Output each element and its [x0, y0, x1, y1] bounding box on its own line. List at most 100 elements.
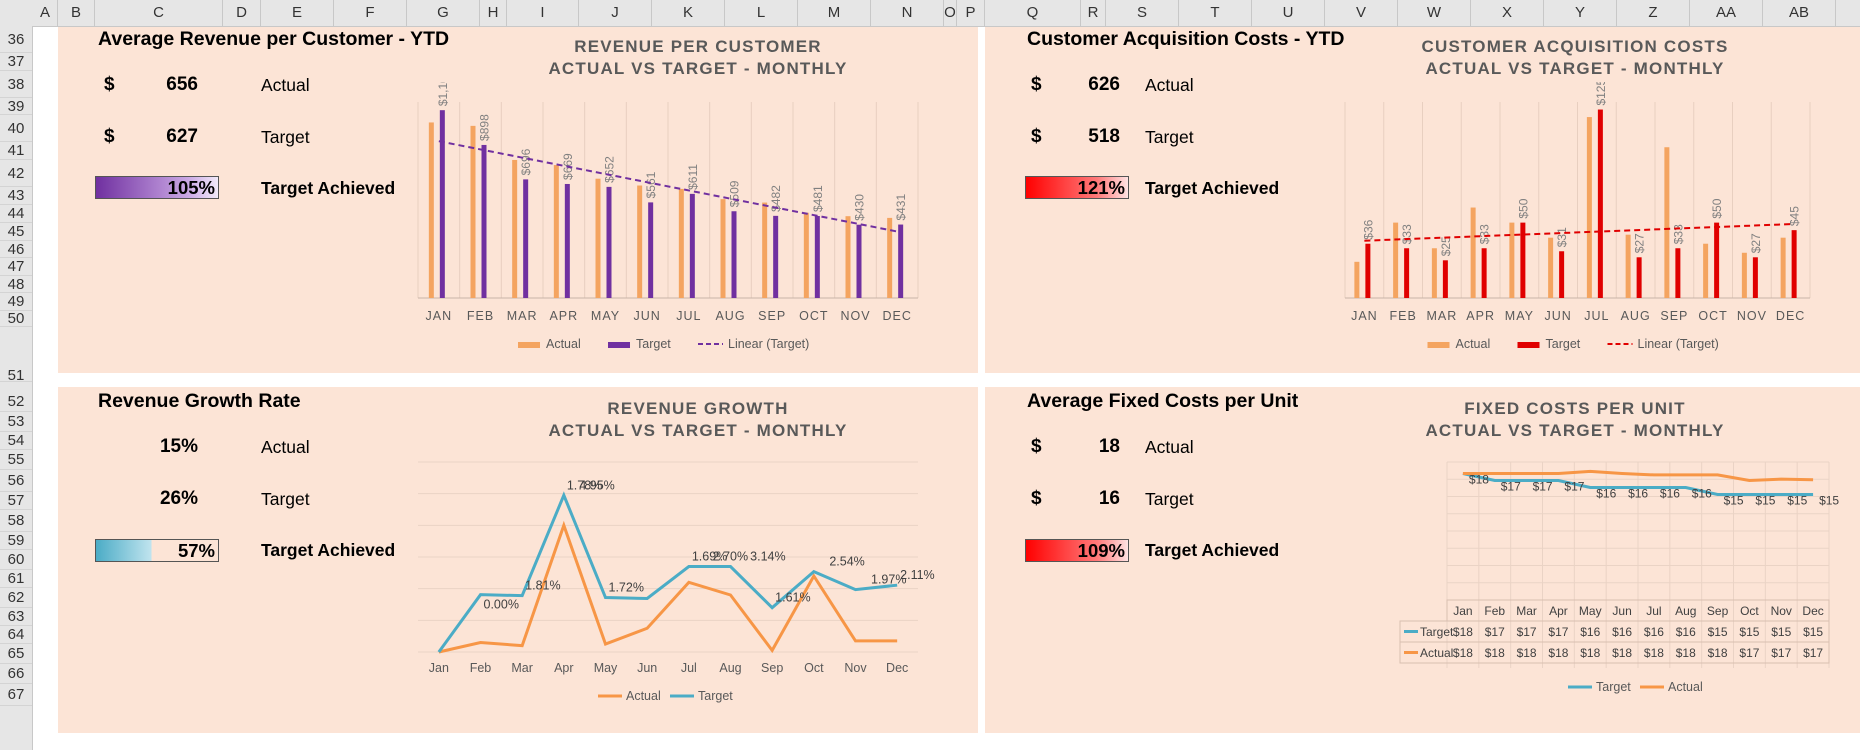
- row-header-53[interactable]: 53: [0, 412, 32, 432]
- row-header-60[interactable]: 60: [0, 550, 32, 570]
- row-header-62[interactable]: 62: [0, 588, 32, 608]
- column-header-k[interactable]: K: [652, 0, 725, 26]
- column-header-f[interactable]: F: [334, 0, 407, 26]
- bar-target[interactable]: [1520, 222, 1526, 298]
- series-line-actual[interactable]: [1462, 469, 1814, 483]
- row-header-46[interactable]: 46: [0, 241, 32, 258]
- bar-target[interactable]: [1481, 248, 1487, 298]
- bar-actual[interactable]: [595, 178, 601, 298]
- bar-target[interactable]: [648, 202, 654, 298]
- panel-fixed-costs[interactable]: Average Fixed Costs per Unit $ 18 Actual…: [985, 387, 1860, 733]
- column-header-a[interactable]: A: [33, 0, 58, 26]
- bar-target[interactable]: [1404, 248, 1410, 298]
- panel-customer-acquisition-costs[interactable]: Customer Acquisition Costs - YTD $ 626 A…: [985, 27, 1860, 373]
- bar-target[interactable]: [1442, 260, 1448, 298]
- column-header-i[interactable]: I: [507, 0, 579, 26]
- bar-target[interactable]: [1714, 222, 1720, 298]
- customer-acquisition-costs-chart[interactable]: $36 JAN $33 FEB $25 MAR $33 APR $50 MAY $31 JUN $125…: [1325, 82, 1845, 372]
- column-header-q[interactable]: Q: [985, 0, 1081, 26]
- bar-target[interactable]: [564, 183, 570, 298]
- bar-actual[interactable]: [512, 159, 518, 298]
- row-header-45[interactable]: 45: [0, 223, 32, 241]
- column-header-l[interactable]: L: [725, 0, 798, 26]
- bar-target[interactable]: [1559, 251, 1565, 298]
- row-header-52[interactable]: 52: [0, 392, 32, 412]
- bar-target[interactable]: [1597, 109, 1603, 299]
- column-header-r[interactable]: R: [1081, 0, 1106, 26]
- row-header-44[interactable]: 44: [0, 205, 32, 223]
- column-header-o[interactable]: O: [944, 0, 957, 26]
- fixed-costs-chart[interactable]: $18 $17 $17 $17 $16 $16 $16 $16 $15 $15 $15 $15 Jan F…: [1315, 442, 1855, 732]
- row-header-37[interactable]: 37: [0, 53, 32, 71]
- bar-actual[interactable]: [887, 217, 893, 298]
- row-header-36[interactable]: 36: [0, 26, 32, 53]
- row-header-67[interactable]: 67: [0, 684, 32, 706]
- panel-revenue-growth[interactable]: Revenue Growth Rate 15% Actual 26% Targe…: [58, 387, 978, 733]
- column-header-j[interactable]: J: [579, 0, 652, 26]
- column-header-h[interactable]: H: [480, 0, 507, 26]
- column-header-bar[interactable]: A B C D E F G H I J K L M N O P Q R S T U V W X Y Z AA AB: [0, 0, 1860, 27]
- series-line-target[interactable]: [1462, 472, 1814, 496]
- column-header-t[interactable]: T: [1179, 0, 1252, 26]
- column-header-w[interactable]: W: [1398, 0, 1471, 26]
- column-header-z[interactable]: Z: [1617, 0, 1690, 26]
- bar-actual[interactable]: [1780, 237, 1786, 298]
- bar-target[interactable]: [898, 224, 904, 298]
- bar-target[interactable]: [1365, 243, 1371, 298]
- row-header-48[interactable]: 48: [0, 276, 32, 293]
- bar-target[interactable]: [814, 216, 820, 298]
- column-header-ab[interactable]: AB: [1763, 0, 1836, 26]
- row-header-58[interactable]: 58: [0, 510, 32, 532]
- column-header-v[interactable]: V: [1325, 0, 1398, 26]
- bar-target[interactable]: [689, 193, 695, 298]
- row-header-61[interactable]: 61: [0, 570, 32, 588]
- bar-target[interactable]: [1636, 257, 1642, 298]
- bar-actual[interactable]: [1431, 248, 1437, 298]
- row-header-41[interactable]: 41: [0, 142, 32, 160]
- bar-actual[interactable]: [428, 122, 434, 298]
- row-header-64[interactable]: 64: [0, 626, 32, 644]
- column-header-p[interactable]: P: [957, 0, 985, 26]
- row-header-66[interactable]: 66: [0, 664, 32, 684]
- row-header-bar[interactable]: 36 37 38 39 40 41 42 43 44 45 46 47 48 49 50 51 52 53 54 55…: [0, 26, 33, 750]
- column-header-y[interactable]: Y: [1544, 0, 1617, 26]
- row-header-51[interactable]: 51: [0, 368, 32, 383]
- row-header-38[interactable]: 38: [0, 71, 32, 98]
- column-header-b[interactable]: B: [58, 0, 95, 26]
- bar-actual[interactable]: [470, 125, 476, 298]
- bar-actual[interactable]: [762, 202, 768, 298]
- worksheet-grid[interactable]: Average Revenue per Customer - YTD $ 656…: [33, 27, 1860, 750]
- row-header-54[interactable]: 54: [0, 432, 32, 450]
- bar-target[interactable]: [1675, 248, 1681, 298]
- bar-target[interactable]: [1791, 230, 1797, 298]
- column-header-c[interactable]: C: [95, 0, 223, 26]
- bar-actual[interactable]: [1470, 207, 1476, 298]
- bar-target[interactable]: [523, 179, 529, 298]
- bar-actual[interactable]: [1664, 147, 1670, 298]
- bar-actual[interactable]: [1509, 222, 1515, 298]
- row-header-59[interactable]: 59: [0, 532, 32, 550]
- row-header-65[interactable]: 65: [0, 644, 32, 664]
- bar-actual[interactable]: [1703, 243, 1709, 298]
- row-header-57[interactable]: 57: [0, 492, 32, 510]
- revenue-per-customer-chart[interactable]: $1,102JAN$898FEB$696MAR$669APR$652MAY$56…: [398, 82, 978, 372]
- bar-actual[interactable]: [637, 185, 643, 298]
- column-header-n[interactable]: N: [871, 0, 944, 26]
- column-header-e[interactable]: E: [261, 0, 334, 26]
- column-header-s[interactable]: S: [1106, 0, 1179, 26]
- bar-target[interactable]: [606, 186, 612, 298]
- bar-actual[interactable]: [1393, 222, 1399, 298]
- bar-target[interactable]: [439, 110, 445, 298]
- column-header-g[interactable]: G: [407, 0, 480, 26]
- bar-actual[interactable]: [803, 212, 809, 298]
- row-header-49[interactable]: 49: [0, 293, 32, 311]
- bar-actual[interactable]: [845, 216, 851, 298]
- column-header-m[interactable]: M: [798, 0, 871, 26]
- bar-target[interactable]: [731, 211, 737, 298]
- row-header-56[interactable]: 56: [0, 470, 32, 492]
- revenue-growth-chart[interactable]: Jan Feb Mar Apr May Jun Jul Aug Sep Oct Nov Dec 0.00…: [398, 442, 978, 732]
- bar-actual[interactable]: [553, 165, 559, 298]
- column-header-aa[interactable]: AA: [1690, 0, 1763, 26]
- bar-target[interactable]: [856, 224, 862, 298]
- row-header-47[interactable]: 47: [0, 258, 32, 276]
